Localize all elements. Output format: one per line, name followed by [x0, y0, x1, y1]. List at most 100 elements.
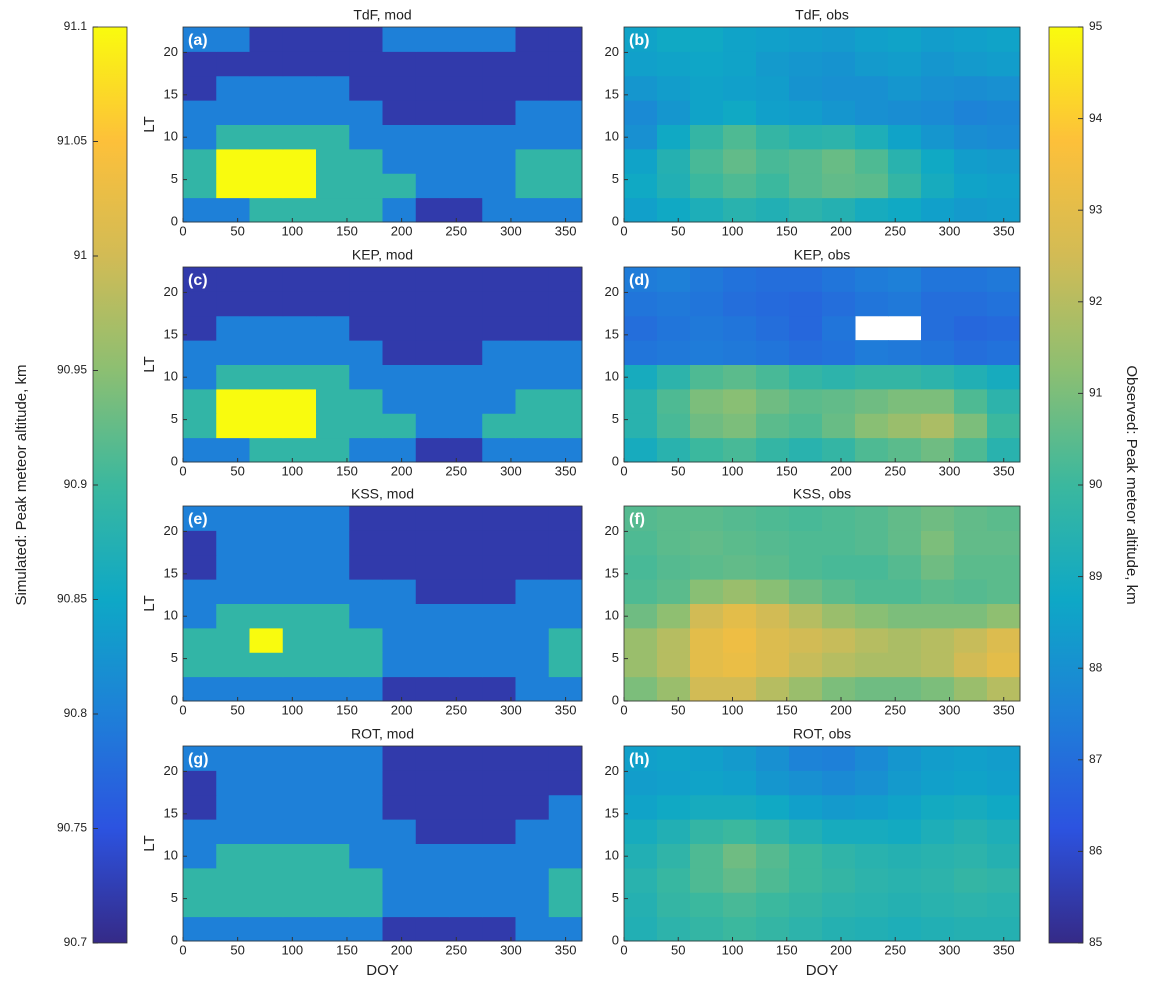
plot-frame [182, 745, 583, 942]
heatmap-cell [789, 746, 823, 771]
heatmap-cell [987, 388, 1021, 414]
heatmap-cell [548, 148, 583, 174]
colorbar-tick-label: 85 [1089, 935, 1103, 949]
x-tick-label: 150 [336, 463, 358, 478]
x-tick-label: 250 [884, 942, 906, 957]
heatmap-cell [349, 51, 383, 77]
heatmap-cell [954, 388, 988, 414]
heatmap-cell [723, 315, 757, 341]
heatmap-cell [921, 437, 955, 463]
x-tick-label: 350 [555, 463, 577, 478]
heatmap-cell [515, 627, 550, 653]
heatmap-cell [789, 770, 823, 796]
heatmap-cell [216, 843, 250, 869]
heatmap-cell [657, 291, 691, 317]
heatmap-cell [822, 794, 856, 820]
heatmap-cell [316, 27, 350, 52]
colorbar-tick-label: 91 [1089, 386, 1103, 400]
heatmap-cell [515, 173, 550, 199]
x-tick-label: 300 [939, 702, 961, 717]
y-tick-label: 10 [164, 608, 178, 623]
heatmap-cell [690, 603, 724, 629]
heatmap-cell [855, 100, 889, 125]
heatmap-cell [449, 676, 483, 702]
heatmap-cell [822, 746, 856, 771]
heatmap-cell [216, 916, 250, 942]
heatmap-cell [548, 413, 583, 439]
heatmap-cell [756, 197, 790, 223]
heatmap-cell [888, 603, 922, 629]
heatmap-cell [382, 100, 417, 125]
heatmap-cell [822, 173, 856, 199]
heatmap-cell [657, 340, 691, 365]
heatmap-cell [822, 770, 856, 796]
heatmap-cell [624, 75, 658, 101]
heatmap-cell [316, 554, 350, 580]
heatmap-cell [756, 364, 790, 390]
heatmap-cell [954, 364, 988, 390]
heatmap-cell [756, 892, 790, 918]
heatmap-cell [690, 413, 724, 439]
heatmap-cell [316, 340, 350, 365]
x-tick-label: 0 [620, 702, 627, 717]
heatmap-cell [624, 530, 658, 556]
x-tick-label: 50 [671, 702, 685, 717]
panel-label: (b) [629, 32, 649, 49]
heatmap-cell [183, 148, 217, 174]
heatmap-cell [954, 676, 988, 702]
heatmap-cell [482, 746, 516, 771]
y-tick-label: 5 [612, 650, 619, 665]
heatmap-cell [249, 892, 284, 918]
heatmap-cell [789, 388, 823, 414]
y-tick-label: 10 [605, 369, 619, 384]
heatmap-cell [657, 627, 691, 653]
heatmap-cell [183, 916, 217, 942]
heatmap-cell [449, 819, 483, 844]
heatmap-cell [855, 819, 889, 844]
heatmap-cell [624, 437, 658, 463]
panel-label: (c) [188, 272, 208, 289]
heatmap-cell [482, 27, 516, 52]
heatmap-cell [888, 51, 922, 77]
heatmap-cell [657, 579, 691, 604]
x-tick-label: 100 [722, 223, 744, 238]
heatmap-cell [282, 51, 317, 77]
heatmap-cell [756, 554, 790, 580]
heatmap-cell [657, 148, 691, 174]
heatmap-cell [316, 819, 350, 844]
heatmap-cell [515, 437, 550, 463]
heatmap-cell [515, 340, 550, 365]
heatmap-cell [624, 27, 658, 52]
heatmap-cell [921, 413, 955, 439]
heatmap-cell [382, 867, 417, 893]
heatmap-cell [349, 340, 383, 365]
heatmap-cell [515, 197, 550, 223]
heatmap-cell [624, 148, 658, 174]
panel-title: KSS, mod [351, 486, 414, 502]
x-tick-label: 100 [281, 223, 303, 238]
heatmap-cell [987, 746, 1021, 771]
heatmap-cell [723, 530, 757, 556]
heatmap-cell [249, 770, 284, 796]
panel-label: (f) [629, 511, 645, 528]
heatmap-cell [921, 867, 955, 893]
heatmap-cell [690, 506, 724, 531]
heatmap-cell [449, 315, 483, 341]
heatmap-cell [690, 100, 724, 125]
y-tick-label: 0 [612, 932, 619, 947]
heatmap-cell [415, 579, 450, 604]
heatmap-cell [888, 148, 922, 174]
y-tick-label: 5 [612, 411, 619, 426]
heatmap-cell [624, 867, 658, 893]
heatmap-cell [415, 652, 450, 678]
x-tick-label: 0 [620, 463, 627, 478]
colorbar-tick-label: 95 [1089, 19, 1103, 33]
heatmap-cell [249, 100, 284, 125]
heatmap-cell [482, 51, 516, 77]
heatmap-cell [855, 124, 889, 150]
heatmap-cell [657, 843, 691, 869]
heatmap-cell [756, 579, 790, 604]
heatmap-cell [756, 124, 790, 150]
heatmap-cell [657, 676, 691, 702]
